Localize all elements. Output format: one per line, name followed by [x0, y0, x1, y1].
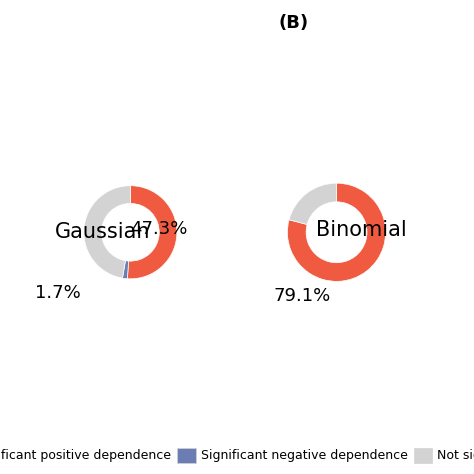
Text: 1.7%: 1.7% — [36, 284, 81, 302]
Text: 47.3%: 47.3% — [130, 219, 188, 237]
Wedge shape — [84, 186, 130, 278]
Text: (B): (B) — [279, 14, 309, 32]
Text: 79.1%: 79.1% — [273, 287, 331, 305]
Wedge shape — [122, 261, 128, 279]
Wedge shape — [128, 186, 177, 279]
Wedge shape — [287, 183, 386, 282]
Wedge shape — [289, 183, 337, 225]
Text: Binomial: Binomial — [316, 220, 407, 240]
Legend: Significant positive dependence, Significant negative dependence, Not significan: Significant positive dependence, Signifi… — [0, 443, 474, 468]
Text: Gaussian: Gaussian — [55, 222, 150, 242]
